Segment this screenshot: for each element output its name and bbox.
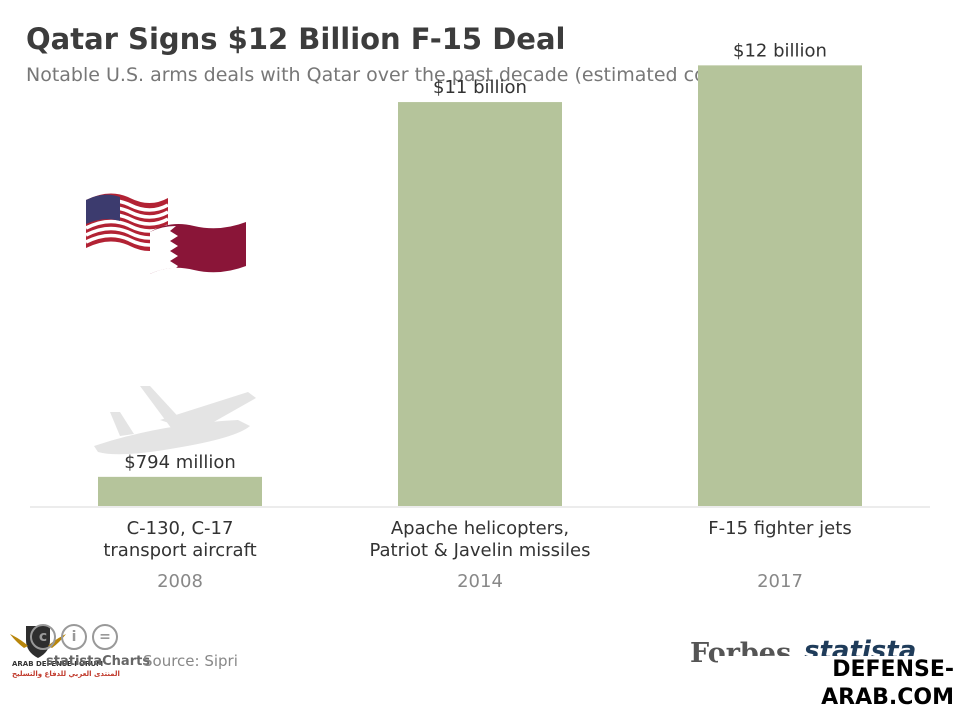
- bar-2: [398, 102, 562, 506]
- footer: ARAB DEFENSE FORUM المنتدى العربي للدفاع…: [0, 618, 960, 710]
- year-label: 2014: [457, 571, 503, 592]
- chart-subtitle: Notable U.S. arms deals with Qatar over …: [26, 64, 731, 86]
- bar-value-label: $794 million: [124, 452, 236, 473]
- bar-value-label: $12 billion: [733, 40, 827, 61]
- bar-1: [98, 476, 262, 506]
- info-icon: i: [61, 624, 87, 650]
- equals-icon: =: [92, 624, 118, 650]
- bar-value-label: $11 billion: [433, 77, 527, 98]
- forum-name-en: ARAB DEFENSE FORUM: [12, 660, 104, 668]
- forum-name-ar: المنتدى العربي للدفاع والتسليح: [12, 670, 120, 678]
- year-label: 2008: [157, 571, 203, 592]
- qatar-flag-icon: [150, 222, 246, 274]
- bar-3: [698, 65, 862, 507]
- statista-charts-brand: statistaCharts: [46, 654, 151, 669]
- category-label: transport aircraft: [103, 540, 256, 561]
- source-note: Source: Sipri: [143, 652, 238, 670]
- defense-arab-watermark: DEFENSE-ARAB.COM: [718, 656, 960, 710]
- category-label: Apache helicopters,: [391, 518, 569, 539]
- transport-aircraft-icon: [94, 386, 256, 455]
- category-label: Patriot & Javelin missiles: [369, 540, 590, 561]
- category-label: F-15 fighter jets: [708, 518, 851, 539]
- chart-title: Qatar Signs $12 Billion F-15 Deal: [26, 22, 566, 56]
- cc-icon: c: [30, 624, 56, 650]
- category-label: C-130, C-17: [127, 518, 234, 539]
- year-label: 2017: [757, 571, 803, 592]
